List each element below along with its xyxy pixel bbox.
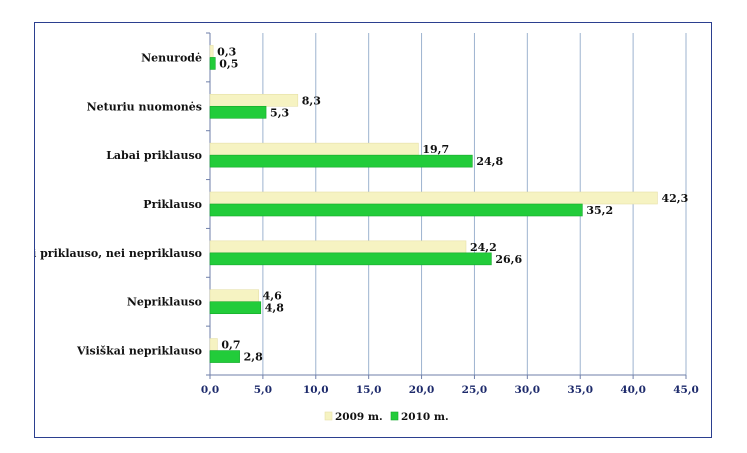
bar-2009 (209, 45, 214, 58)
category-label: Nenurodė (141, 51, 202, 64)
x-tick-label: 35,0 (567, 384, 593, 396)
data-label-2010: 5,3 (270, 106, 289, 119)
bar-2010 (209, 301, 262, 315)
data-label-2009: 19,7 (422, 143, 449, 156)
bar-2010 (209, 57, 216, 70)
x-tick-label: 20,0 (409, 384, 435, 396)
data-label-2010: 4,8 (265, 302, 284, 315)
bar-2009 (209, 338, 218, 351)
data-label-2009: 0,7 (221, 339, 240, 352)
legend-swatch-2010 (390, 411, 399, 421)
category-label: Neturiu nuomonės (87, 100, 202, 113)
bar-2009 (209, 191, 658, 205)
category-label: Labai priklauso (106, 149, 202, 162)
data-label-2009: 4,6 (263, 290, 282, 303)
x-tick-label: 30,0 (515, 384, 541, 396)
x-tick-label: 15,0 (356, 384, 382, 396)
data-label-2009: 0,3 (217, 45, 236, 58)
data-label-2010: 0,5 (219, 57, 238, 70)
chart-frame: 0,0 5,0 10,0 15,0 20,0 25,0 30,0 35,0 40,0 45,0 Ne… (34, 22, 712, 438)
x-tick-label: 0,0 (201, 384, 219, 396)
bar-2009 (209, 93, 299, 107)
bar-2010 (209, 105, 267, 119)
x-tick-label: 45,0 (673, 384, 699, 396)
legend-label-2009: 2009 m. (335, 411, 383, 423)
data-label-2009: 24,2 (470, 241, 497, 254)
category-label: Nepriklauso (127, 296, 202, 309)
legend-label-2010: 2010 m. (401, 411, 449, 423)
x-tick-label: 40,0 (620, 384, 646, 396)
data-label-2010: 26,6 (495, 253, 522, 266)
category-label: Nei priklauso, nei nepriklauso (35, 247, 202, 260)
data-label-2009: 8,3 (302, 94, 321, 107)
bar-2009 (209, 142, 419, 156)
category-label: Visiškai nepriklauso (76, 345, 202, 358)
category-label: Priklauso (143, 198, 202, 211)
data-label-2009: 42,3 (661, 192, 688, 205)
bar-2009 (209, 289, 259, 303)
data-label-2010: 35,2 (586, 204, 613, 217)
data-label-2010: 2,8 (244, 351, 263, 364)
legend-swatch-2009 (324, 411, 333, 421)
x-tick-label: 10,0 (303, 384, 329, 396)
bar-2010 (209, 154, 473, 168)
bar-2009 (209, 240, 467, 254)
data-label-2010: 24,8 (476, 155, 503, 168)
x-tick-label: 25,0 (462, 384, 488, 396)
bar-chart: 0,0 5,0 10,0 15,0 20,0 25,0 30,0 35,0 40,0 45,0 Ne… (35, 32, 699, 423)
bar-2010 (209, 203, 583, 217)
bar-2010 (209, 252, 492, 266)
bar-2010 (209, 350, 240, 363)
x-tick-label: 5,0 (254, 384, 272, 396)
